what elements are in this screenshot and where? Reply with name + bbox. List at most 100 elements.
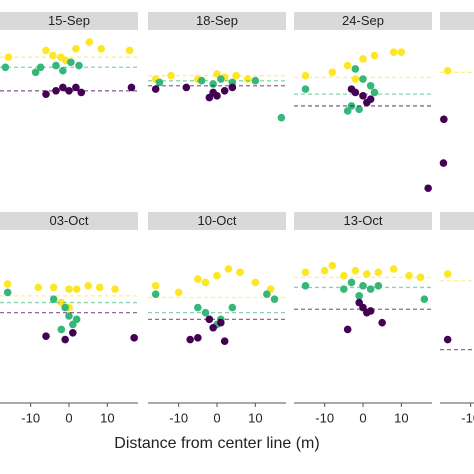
- x-tick-label: -10: [461, 410, 474, 425]
- point: [4, 53, 13, 61]
- point: [366, 285, 375, 293]
- point: [228, 303, 237, 312]
- point: [236, 268, 244, 277]
- point: [277, 113, 286, 122]
- point: [75, 61, 83, 70]
- point: [370, 51, 379, 60]
- panel-title: 24-Sep: [342, 13, 384, 28]
- point: [424, 184, 432, 193]
- point: [1, 63, 10, 72]
- panel-title: 10-Oct: [197, 213, 236, 228]
- point: [49, 51, 57, 60]
- point: [36, 63, 45, 72]
- x-tick-label: -10: [169, 410, 188, 425]
- panel-title: 03-Oct: [49, 213, 88, 228]
- point: [328, 261, 337, 270]
- point: [61, 335, 69, 344]
- x-axis-label: Distance from center line (m): [114, 435, 319, 452]
- point: [251, 76, 260, 85]
- x-tick-label: 10: [100, 410, 114, 425]
- point: [416, 273, 425, 282]
- point: [351, 75, 360, 83]
- point: [72, 285, 81, 293]
- point: [65, 285, 73, 293]
- point: [151, 85, 160, 93]
- point: [347, 278, 356, 287]
- point: [59, 83, 67, 92]
- strip: [0, 212, 138, 230]
- point: [343, 325, 352, 334]
- point: [42, 46, 50, 55]
- point: [351, 88, 360, 97]
- point: [343, 61, 352, 70]
- point: [217, 75, 225, 83]
- strip: [294, 12, 432, 30]
- point: [49, 295, 58, 304]
- point: [84, 281, 92, 290]
- strip: [294, 212, 432, 230]
- point: [228, 83, 237, 92]
- point: [340, 285, 348, 293]
- point: [443, 335, 452, 344]
- x-tick-label: 10: [248, 410, 262, 425]
- point: [61, 303, 69, 312]
- point: [67, 58, 75, 67]
- point: [205, 93, 214, 102]
- point: [389, 48, 398, 56]
- point: [366, 307, 375, 315]
- point: [243, 75, 252, 83]
- point: [366, 95, 375, 103]
- point: [270, 295, 279, 304]
- point: [72, 83, 80, 92]
- panel-title: 13-Oct: [343, 213, 382, 228]
- point: [366, 81, 375, 90]
- point: [167, 71, 175, 80]
- point: [97, 45, 105, 53]
- point: [155, 78, 164, 87]
- point: [31, 68, 40, 77]
- point: [224, 265, 233, 273]
- point: [355, 292, 363, 300]
- point: [65, 312, 73, 320]
- point: [3, 288, 12, 297]
- strip: [440, 212, 474, 230]
- point: [363, 270, 371, 278]
- point: [351, 266, 360, 275]
- point: [111, 285, 119, 293]
- point: [232, 71, 240, 80]
- point: [405, 271, 413, 280]
- point: [205, 315, 214, 324]
- point: [201, 308, 210, 317]
- point: [355, 105, 363, 114]
- point: [151, 290, 160, 298]
- point: [359, 92, 367, 100]
- point: [59, 66, 67, 75]
- x-tick-label: -10: [315, 410, 334, 425]
- point: [389, 265, 398, 273]
- point: [359, 75, 367, 83]
- point: [374, 268, 383, 277]
- point: [301, 281, 310, 290]
- point: [343, 107, 352, 115]
- point: [49, 283, 58, 292]
- strip: [148, 12, 286, 30]
- point: [351, 65, 360, 73]
- panel-title: 18-Sep: [196, 13, 238, 28]
- point: [217, 318, 225, 327]
- point: [397, 48, 406, 56]
- x-tick-label: 0: [359, 410, 366, 425]
- point: [69, 329, 77, 337]
- point: [197, 76, 206, 85]
- point: [378, 318, 386, 327]
- strip: [440, 12, 474, 30]
- point: [359, 55, 367, 63]
- point: [301, 71, 310, 80]
- point: [440, 115, 448, 124]
- x-tick-label: -10: [21, 410, 40, 425]
- point: [194, 275, 202, 283]
- point: [209, 80, 217, 88]
- point: [52, 61, 60, 70]
- point: [194, 334, 202, 342]
- x-tick-label: 10: [394, 410, 408, 425]
